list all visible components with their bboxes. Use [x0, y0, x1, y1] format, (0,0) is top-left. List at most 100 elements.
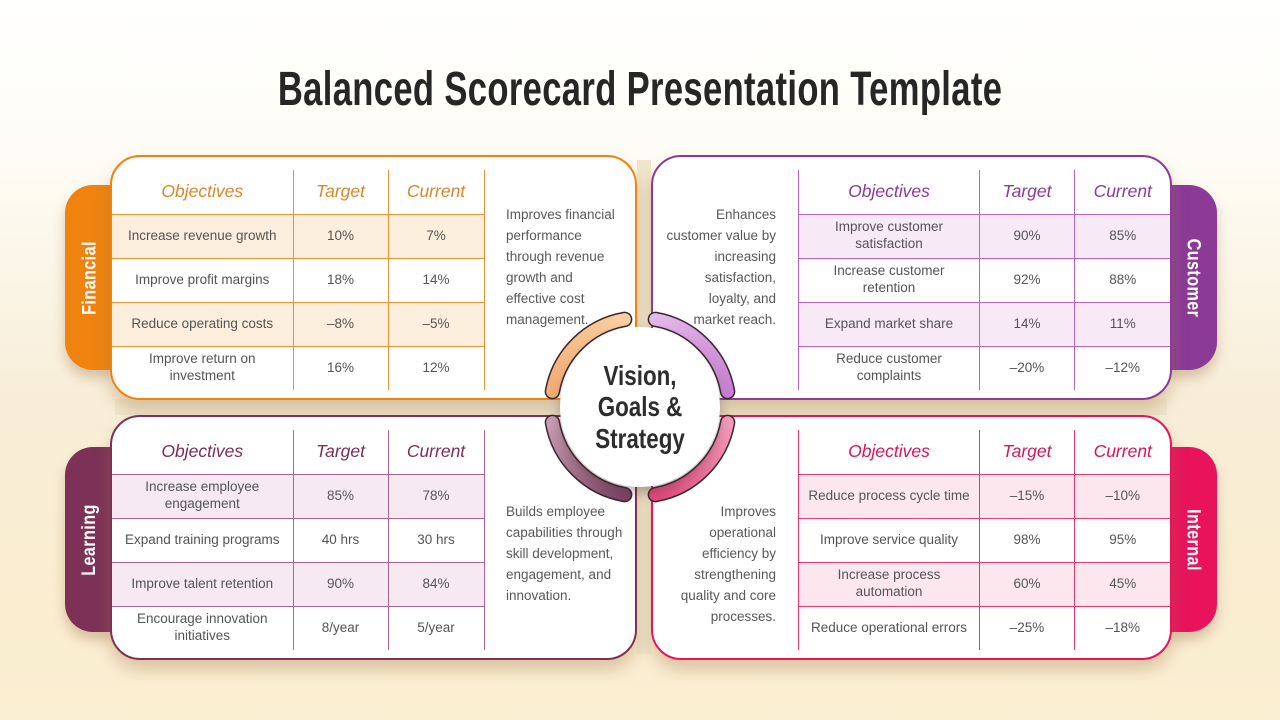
header-row: Objectives Target Current: [112, 430, 485, 475]
customer-description: Enhances customer value by increasing sa…: [666, 207, 776, 327]
customer-table: Objectives Target Current Improve custom…: [798, 170, 1170, 390]
target-cell: 60%: [979, 562, 1075, 607]
current-header: Current: [1074, 170, 1170, 215]
current-cell: 7%: [387, 214, 485, 259]
financial-tab: Financial: [65, 185, 115, 370]
current-cell: 12%: [387, 346, 485, 390]
current-cell: 14%: [387, 258, 485, 303]
learning-tab: Learning: [65, 447, 115, 632]
internal-tab-label: Internal: [1182, 508, 1203, 571]
current-cell: –5%: [387, 302, 485, 347]
learning-tab-label: Learning: [79, 503, 101, 576]
current-header: Current: [1074, 430, 1170, 475]
current-cell: 84%: [387, 562, 485, 607]
objectives-header: Objectives: [112, 430, 293, 475]
target-cell: –25%: [979, 606, 1075, 650]
target-header: Target: [979, 170, 1075, 215]
table-row: Improve profit margins 18% 14%: [112, 258, 485, 303]
learning-description: Builds employee capabilities through ski…: [506, 504, 623, 603]
objective-cell: Improve service quality: [798, 518, 980, 563]
target-cell: 16%: [292, 346, 388, 390]
current-cell: –10%: [1074, 474, 1170, 519]
objective-cell: Expand market share: [798, 302, 980, 347]
table-row: Improve talent retention 90% 84%: [112, 562, 485, 607]
objective-cell: Reduce process cycle time: [798, 474, 980, 519]
page-title: Balanced Scorecard Presentation Template: [0, 66, 1280, 114]
target-cell: 8/year: [292, 606, 388, 650]
internal-tab: Internal: [1167, 447, 1217, 632]
page-title-text: Balanced Scorecard Presentation Template: [277, 63, 1003, 116]
table-row: Expand training programs 40 hrs 30 hrs: [112, 518, 485, 563]
objective-cell: Reduce operational errors: [798, 606, 980, 650]
internal-table: Objectives Target Current Reduce process…: [798, 430, 1170, 650]
current-cell: –12%: [1074, 346, 1170, 390]
customer-card: Enhances customer value by increasing sa…: [651, 155, 1172, 400]
objective-cell: Increase customer retention: [798, 258, 980, 303]
target-cell: 18%: [292, 258, 388, 303]
current-cell: 5/year: [387, 606, 485, 650]
objective-cell: Increase process automation: [798, 562, 980, 607]
objective-cell: Improve customer satisfaction: [798, 214, 980, 259]
internal-description: Improves operational efficiency by stren…: [680, 504, 776, 624]
current-header: Current: [387, 170, 485, 215]
table-row: Expand market share 14% 11%: [798, 302, 1170, 347]
target-cell: 98%: [979, 518, 1075, 563]
financial-table-wrap: Objectives Target Current Increase reven…: [112, 157, 485, 398]
table-row: Increase customer retention 92% 88%: [798, 258, 1170, 303]
objective-cell: Expand training programs: [112, 518, 293, 563]
current-cell: 85%: [1074, 214, 1170, 259]
target-cell: 90%: [292, 562, 388, 607]
header-row: Objectives Target Current: [798, 170, 1170, 215]
customer-tab-label: Customer: [1182, 238, 1203, 317]
current-cell: 30 hrs: [387, 518, 485, 563]
table-row: Improve return on investment 16% 12%: [112, 346, 485, 390]
objective-cell: Improve return on investment: [148, 351, 256, 384]
target-cell: –8%: [292, 302, 388, 347]
target-cell: 14%: [979, 302, 1075, 347]
target-cell: 10%: [292, 214, 388, 259]
target-cell: 90%: [979, 214, 1075, 259]
objective-cell: Improve profit margins: [112, 258, 293, 303]
center-label: Vision, Goals & Strategy: [595, 359, 685, 454]
target-cell: –15%: [979, 474, 1075, 519]
customer-table-wrap: Objectives Target Current Improve custom…: [798, 157, 1170, 398]
table-row: Increase process automation 60% 45%: [798, 562, 1170, 607]
financial-tab-label: Financial: [79, 240, 101, 315]
internal-arc: [649, 416, 734, 501]
objective-cell: Improve talent retention: [112, 562, 293, 607]
target-header: Target: [292, 430, 388, 475]
objective-cell: Increase revenue growth: [112, 214, 293, 259]
current-cell: 45%: [1074, 562, 1170, 607]
internal-card: Improves operational efficiency by stren…: [651, 415, 1172, 660]
target-header: Target: [292, 170, 388, 215]
objective-cell: Reduce operating costs: [112, 302, 293, 347]
target-cell: 40 hrs: [292, 518, 388, 563]
internal-table-wrap: Objectives Target Current Reduce process…: [798, 417, 1170, 658]
financial-arc: [546, 313, 631, 398]
objectives-header: Objectives: [112, 170, 293, 215]
financial-table: Objectives Target Current Increase reven…: [112, 170, 485, 390]
financial-description: Improves financial performance through r…: [506, 207, 615, 327]
header-row: Objectives Target Current: [798, 430, 1170, 475]
target-cell: –20%: [979, 346, 1075, 390]
table-row: Reduce customer complaints –20% –12%: [798, 346, 1170, 390]
learning-card: Objectives Target Current Increase emplo…: [110, 415, 637, 660]
table-row: Reduce operational errors –25% –18%: [798, 606, 1170, 650]
target-cell: 85%: [292, 474, 388, 519]
header-row: Objectives Target Current: [112, 170, 485, 215]
table-row: Improve customer satisfaction 90% 85%: [798, 214, 1170, 259]
current-cell: 11%: [1074, 302, 1170, 347]
table-row: Improve service quality 98% 95%: [798, 518, 1170, 563]
objective-cell: Increase employee engagement: [112, 474, 293, 519]
center-ring-arcs: [544, 311, 736, 503]
current-cell: 78%: [387, 474, 485, 519]
objective-cell: Reduce customer complaints: [798, 346, 980, 390]
current-cell: 95%: [1074, 518, 1170, 563]
table-row: Reduce process cycle time –15% –10%: [798, 474, 1170, 519]
table-row: Increase revenue growth 10% 7%: [112, 214, 485, 259]
learning-table-wrap: Objectives Target Current Increase emplo…: [112, 417, 485, 658]
current-cell: 88%: [1074, 258, 1170, 303]
objectives-header: Objectives: [798, 170, 980, 215]
learning-table: Objectives Target Current Increase emplo…: [112, 430, 485, 650]
